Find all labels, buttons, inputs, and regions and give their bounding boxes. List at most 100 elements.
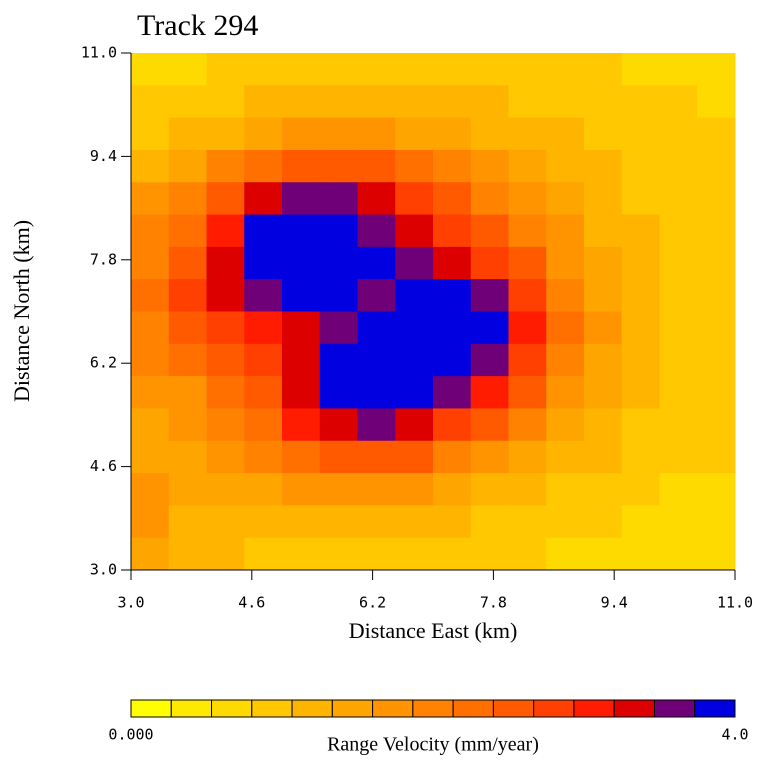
cell — [659, 53, 698, 86]
cell — [168, 408, 207, 442]
cell — [546, 214, 585, 248]
colorbar-segment — [613, 699, 655, 718]
cell — [546, 473, 585, 506]
colorbar-segment — [130, 699, 172, 718]
cell — [131, 311, 170, 345]
cell — [697, 279, 736, 312]
colorbar-segment — [331, 699, 374, 718]
cell — [697, 505, 736, 539]
colorbar-segment — [653, 699, 696, 718]
cell — [357, 246, 396, 280]
cell — [131, 440, 170, 474]
cell — [508, 279, 547, 312]
cell — [319, 473, 358, 506]
cell — [357, 408, 396, 442]
cell — [244, 311, 283, 345]
cell — [584, 149, 623, 183]
cell — [659, 376, 698, 409]
cell — [659, 505, 698, 539]
cell — [319, 182, 358, 216]
cell — [508, 408, 547, 442]
cell — [659, 408, 698, 442]
cell — [282, 440, 321, 474]
cell — [433, 182, 472, 216]
colorbar-segment — [452, 699, 494, 718]
cell — [659, 473, 698, 506]
cell — [357, 117, 396, 151]
cell — [508, 117, 547, 151]
cell — [168, 537, 207, 571]
cell — [508, 343, 547, 377]
cell — [621, 279, 660, 312]
cell — [206, 440, 245, 474]
colorbar-segment — [492, 699, 535, 718]
cell — [697, 246, 736, 280]
cell — [433, 408, 472, 442]
cell — [621, 246, 660, 280]
cell — [621, 311, 660, 345]
cell — [659, 279, 698, 312]
cell — [168, 149, 207, 183]
cell — [206, 408, 245, 442]
cell — [131, 214, 170, 248]
cell — [621, 408, 660, 442]
cell — [319, 311, 358, 345]
cell — [508, 149, 547, 183]
x-tick-label: 6.2 — [359, 594, 386, 612]
cell — [621, 85, 660, 119]
cell — [433, 85, 472, 119]
cell — [357, 473, 396, 506]
cell — [697, 408, 736, 442]
cell — [131, 149, 170, 183]
cell — [131, 376, 170, 409]
cell — [282, 149, 321, 183]
cell — [282, 214, 321, 248]
cell — [584, 343, 623, 377]
cell — [584, 473, 623, 506]
cell — [319, 117, 358, 151]
colorbar-segment — [170, 699, 213, 718]
cell — [131, 343, 170, 377]
cell — [357, 376, 396, 409]
cell — [697, 537, 736, 571]
cell — [319, 537, 358, 571]
cell — [546, 537, 585, 571]
cell — [319, 85, 358, 119]
cell — [395, 473, 434, 506]
x-tick-label: 11.0 — [717, 594, 753, 612]
cell — [244, 537, 283, 571]
cell — [131, 85, 170, 119]
cell — [168, 279, 207, 312]
cell — [659, 311, 698, 345]
cell — [584, 440, 623, 474]
cell — [206, 311, 245, 345]
cell — [282, 537, 321, 571]
cell — [168, 53, 207, 86]
cell — [584, 311, 623, 345]
cell — [395, 279, 434, 312]
cell — [659, 343, 698, 377]
cell — [584, 408, 623, 442]
cell — [168, 246, 207, 280]
cell — [621, 182, 660, 216]
cell — [319, 279, 358, 312]
colorbar-tick-label: 4.0 — [721, 726, 748, 744]
cell — [395, 343, 434, 377]
cell — [433, 343, 472, 377]
x-tick-label: 7.8 — [480, 594, 507, 612]
cell — [357, 214, 396, 248]
cell — [395, 214, 434, 248]
cell — [584, 53, 623, 86]
cell — [697, 214, 736, 248]
cell — [584, 85, 623, 119]
cell — [470, 473, 509, 506]
cell — [319, 149, 358, 183]
cell — [621, 214, 660, 248]
colorbar-segment — [291, 699, 333, 718]
colorbar-segment — [533, 699, 575, 718]
cell — [659, 537, 698, 571]
cell — [244, 279, 283, 312]
cell — [206, 85, 245, 119]
cell — [621, 53, 660, 86]
cell — [282, 376, 321, 409]
